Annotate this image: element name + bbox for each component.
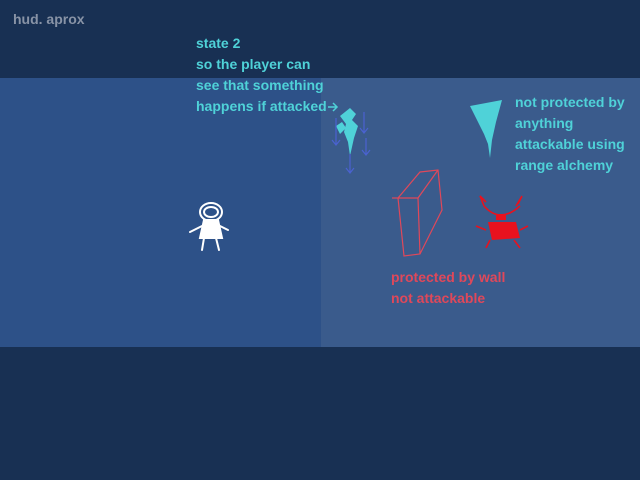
hit-crystal-enemy[interactable] (328, 98, 378, 176)
protected-note-line: not attackable (391, 290, 486, 306)
state-note-line: state 2 (196, 35, 241, 51)
state-note-line: see that something (196, 77, 324, 93)
unprotected-note-line: not protected by (515, 94, 625, 110)
red-wall (392, 169, 443, 257)
hud-top-bar (0, 0, 640, 78)
unprotected-note-line: attackable using (515, 136, 625, 152)
unprotected-note-line: anything (515, 115, 574, 131)
unprotected-note: not protected by anything attackable usi… (515, 92, 625, 176)
hud-label: hud. aprox (13, 11, 85, 27)
protected-note: protected by wall not attackable (391, 267, 505, 309)
state-note-line: so the player can (196, 56, 311, 72)
red-crab-enemy[interactable] (472, 195, 530, 252)
state-note: state 2 so the player can see that somet… (196, 33, 327, 117)
pointer-arrow (328, 102, 339, 112)
player-stick-figure[interactable] (184, 200, 232, 254)
protected-note-line: protected by wall (391, 269, 506, 285)
play-zone-left (0, 78, 321, 347)
hud-bottom-bar (0, 347, 640, 480)
unprotected-note-line: range alchemy (515, 157, 614, 173)
state-note-line: happens if attacked (196, 98, 327, 114)
open-crystal-enemy[interactable] (466, 100, 506, 160)
